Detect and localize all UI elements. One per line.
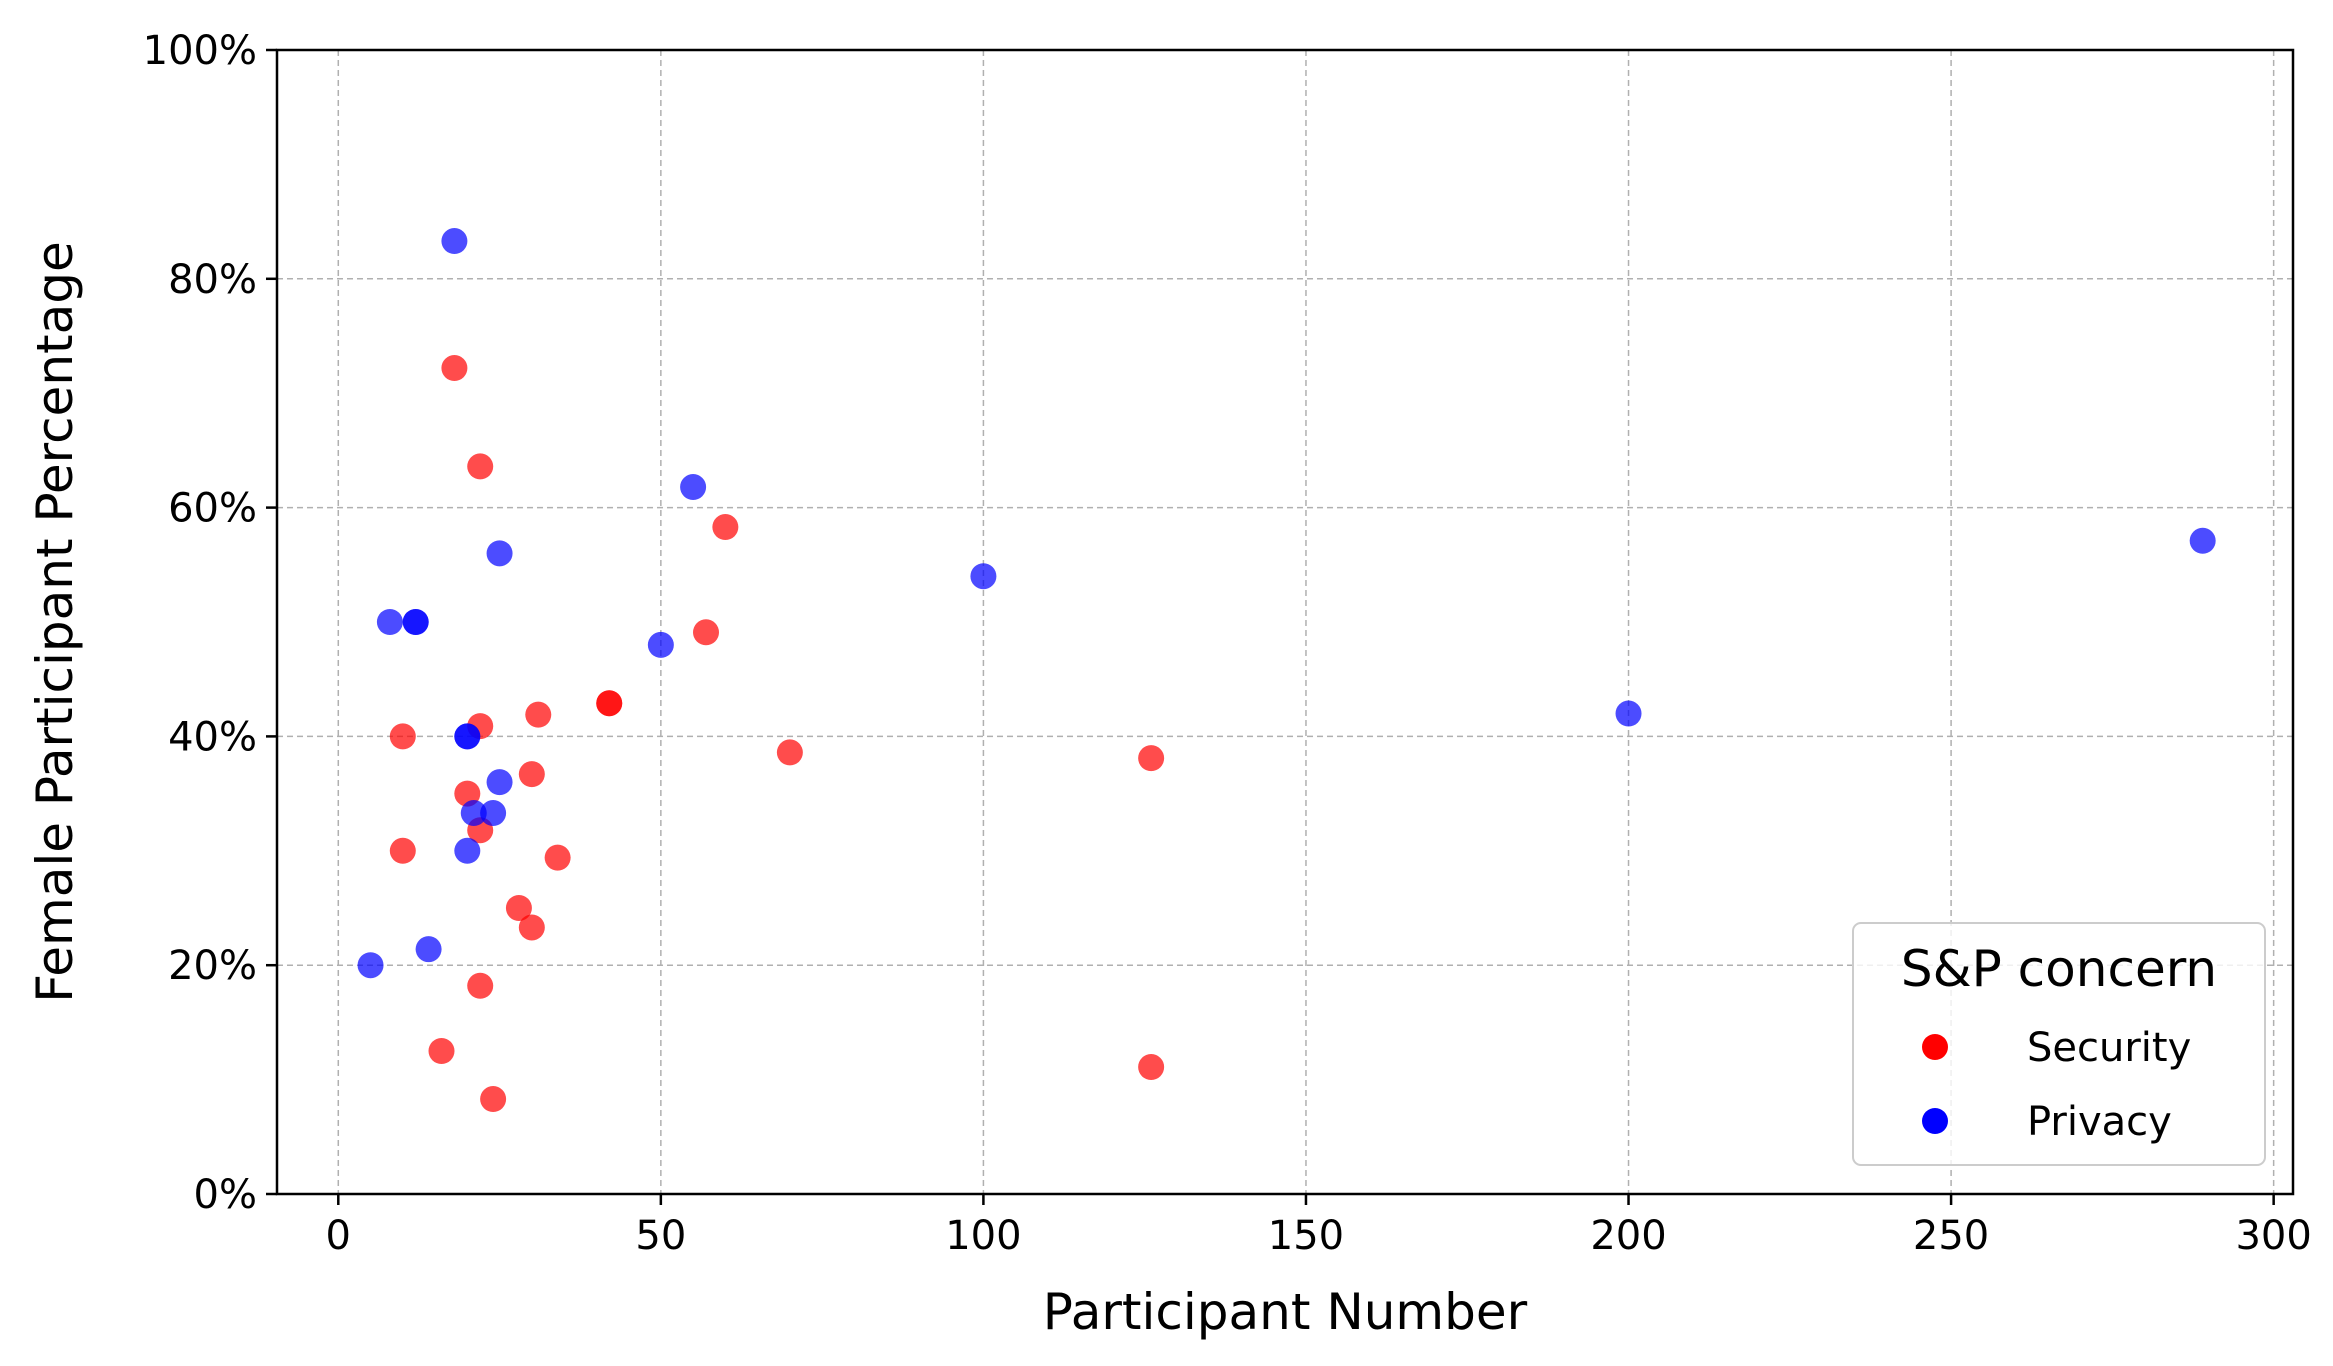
axis-ticks: 0 50 100 150 200 250 300 0% 20% 40% 60% 80% 100% (143, 28, 2312, 1259)
security-point (693, 619, 720, 646)
security-point (505, 895, 532, 921)
x-tick-label: 300 (2235, 1213, 2311, 1259)
x-axis-title: Participant Number (1043, 1283, 1528, 1341)
privacy-point (454, 723, 481, 750)
legend-marker-privacy (1922, 1108, 1948, 1134)
privacy-point (486, 769, 513, 796)
privacy-point (680, 474, 707, 501)
privacy-point (402, 609, 429, 635)
privacy-point (454, 837, 481, 864)
security-point (467, 972, 494, 999)
security-point (518, 761, 545, 788)
legend-marker-security (1922, 1034, 1948, 1060)
legend-label-security: Security (2027, 1025, 2191, 1071)
grid (277, 49, 2293, 1195)
security-point (428, 1038, 455, 1064)
security-point (467, 453, 494, 480)
security-point (712, 514, 739, 541)
data-points (357, 228, 2216, 1113)
x-tick-label: 0 (326, 1213, 351, 1259)
legend-label-privacy: Privacy (2027, 1099, 2172, 1145)
security-point (776, 739, 803, 766)
y-axis-title: Female Participant Percentage (26, 241, 84, 1003)
security-point (480, 1086, 507, 1113)
security-point (1138, 745, 1165, 772)
privacy-point (480, 800, 507, 827)
y-tick-label: 80% (168, 257, 257, 303)
privacy-point (415, 936, 442, 963)
y-tick-label: 40% (168, 714, 257, 760)
security-point (525, 701, 552, 728)
x-tick-label: 50 (635, 1213, 686, 1259)
privacy-point (970, 563, 997, 590)
privacy-point (376, 609, 403, 635)
legend: S&P concern Security Privacy (1852, 922, 2266, 1166)
security-point (389, 723, 416, 750)
security-point (518, 914, 545, 941)
plot-frame (275, 48, 2295, 1196)
x-tick-label: 100 (945, 1213, 1021, 1259)
security-point (389, 837, 416, 864)
privacy-point (647, 631, 674, 658)
legend-title: S&P concern (1901, 940, 2217, 998)
privacy-point (2189, 527, 2216, 554)
legend-box (1852, 922, 2266, 1166)
privacy-point (441, 228, 468, 255)
y-tick-label: 100% (143, 28, 257, 74)
privacy-point (460, 800, 487, 827)
security-point (1138, 1054, 1165, 1081)
x-tick-label: 150 (1268, 1213, 1344, 1259)
x-tick-label: 250 (1913, 1213, 1989, 1259)
security-point (544, 844, 571, 871)
y-tick-label: 0% (194, 1172, 257, 1218)
y-tick-label: 60% (168, 486, 257, 532)
x-tick-label: 200 (1590, 1213, 1666, 1259)
privacy-point (357, 952, 384, 979)
security-point (596, 690, 623, 717)
privacy-point (486, 540, 513, 567)
security-point (441, 355, 468, 382)
privacy-point (1615, 700, 1642, 727)
y-tick-label: 20% (168, 943, 257, 989)
